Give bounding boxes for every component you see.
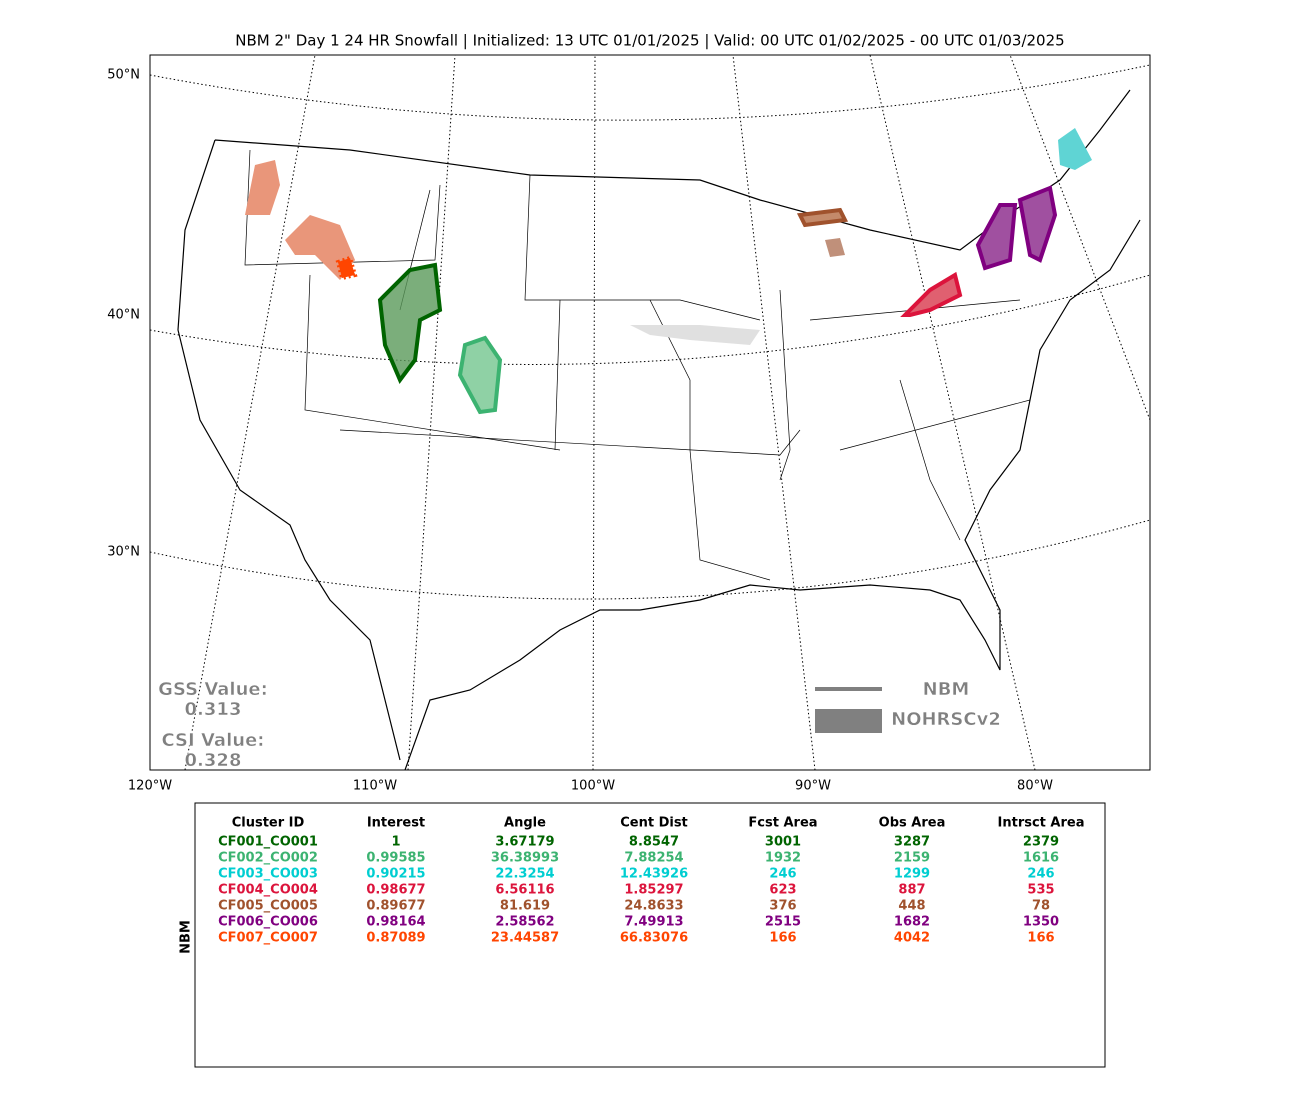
column-header: Cluster ID: [232, 816, 305, 831]
table-cell: 1682: [894, 915, 930, 930]
table-cell: 7.49913: [624, 915, 683, 930]
table-cell: CF006_CO006: [218, 915, 318, 930]
title: NBM 2" Day 1 24 HR Snowfall | Initialize…: [235, 32, 1064, 50]
table-cell: 246: [1027, 867, 1054, 882]
coastline: [177, 89, 1141, 771]
column-header: Interest: [367, 816, 425, 831]
clusters: [245, 128, 1092, 415]
table-cell: 8.8547: [629, 835, 679, 850]
table-cell: 2379: [1023, 835, 1059, 850]
csi-value: 0.328: [185, 750, 242, 771]
map-frame: [149, 54, 1151, 771]
table-cell: 1932: [765, 851, 801, 866]
table-cell: 0.98677: [366, 883, 425, 898]
table-cell: 7.88254: [624, 851, 683, 866]
legend-label: NOHRSCv2: [891, 709, 1001, 730]
table-cell: 36.38993: [491, 851, 559, 866]
table-cell: 3287: [894, 835, 930, 850]
column-header: Fcst Area: [748, 816, 817, 831]
table-cell: 0.99585: [366, 851, 425, 866]
table-cell: 23.44587: [491, 931, 559, 946]
table-cell: 24.8633: [624, 899, 683, 914]
table-cell: 166: [1027, 931, 1054, 946]
table-cell: CF007_CO007: [218, 931, 318, 946]
table-cell: 2159: [894, 851, 930, 866]
table-cell: 623: [769, 883, 796, 898]
table-cell: 887: [898, 883, 925, 898]
column-header: Obs Area: [879, 816, 946, 831]
gss-value: 0.313: [185, 699, 242, 720]
table-cell: 4042: [894, 931, 930, 946]
table-side-label: NBM: [179, 920, 194, 954]
table-cell: 22.3254: [495, 867, 554, 882]
table-cell: CF005_CO005: [218, 899, 318, 914]
table-frame: [194, 802, 1106, 1068]
graticule: [149, 54, 1151, 771]
csi-label: CSI Value:: [162, 730, 265, 751]
table-cell: 1.85297: [624, 883, 683, 898]
lon-label: 90°W: [795, 779, 831, 794]
table-cell: 81.619: [500, 899, 550, 914]
gss-label: GSS Value:: [158, 679, 268, 700]
table-cell: 535: [1027, 883, 1054, 898]
table-cell: CF004_CO004: [218, 883, 318, 898]
table-cell: 0.90215: [366, 867, 425, 882]
table-cell: 376: [769, 899, 796, 914]
table-cell: 1299: [894, 867, 930, 882]
table-cell: 0.98164: [366, 915, 425, 930]
lat-label: 30°N: [107, 545, 140, 560]
column-header: Angle: [504, 816, 546, 831]
table-cell: 246: [769, 867, 796, 882]
table-cell: 1616: [1023, 851, 1059, 866]
column-header: Intrsct Area: [998, 816, 1085, 831]
table-cell: 12.43926: [620, 867, 688, 882]
table-cell: CF003_CO003: [218, 867, 318, 882]
table-cell: 1350: [1023, 915, 1059, 930]
table-cell: 6.56116: [495, 883, 554, 898]
table-cell: 78: [1032, 899, 1050, 914]
map: NBM NOHRSCv2 GSS Value: 0.313 CSI Value:…: [149, 54, 1151, 771]
column-header: Cent Dist: [620, 816, 688, 831]
table-cell: CF002_CO002: [218, 851, 318, 866]
lon-label: 80°W: [1017, 779, 1053, 794]
lon-label: 110°W: [353, 779, 397, 794]
state-borders: [244, 149, 1031, 581]
table-cell: 2515: [765, 915, 801, 930]
lat-label: 40°N: [107, 308, 140, 323]
table-cell: 448: [898, 899, 925, 914]
table-cell: 0.87089: [366, 931, 425, 946]
lon-label: 100°W: [571, 779, 615, 794]
table-cell: 1: [391, 835, 400, 850]
legend-label: NBM: [923, 679, 970, 700]
lon-label: 120°W: [128, 779, 172, 794]
table-cell: 0.89677: [366, 899, 425, 914]
table-cell: 66.83076: [620, 931, 688, 946]
table-cell: CF001_CO001: [218, 835, 318, 850]
table-cell: 2.58562: [495, 915, 554, 930]
lat-label: 50°N: [107, 68, 140, 83]
table-cell: 3001: [765, 835, 801, 850]
table-cell: 3.67179: [495, 835, 554, 850]
table-cell: 166: [769, 931, 796, 946]
legend-patch: [815, 709, 882, 733]
